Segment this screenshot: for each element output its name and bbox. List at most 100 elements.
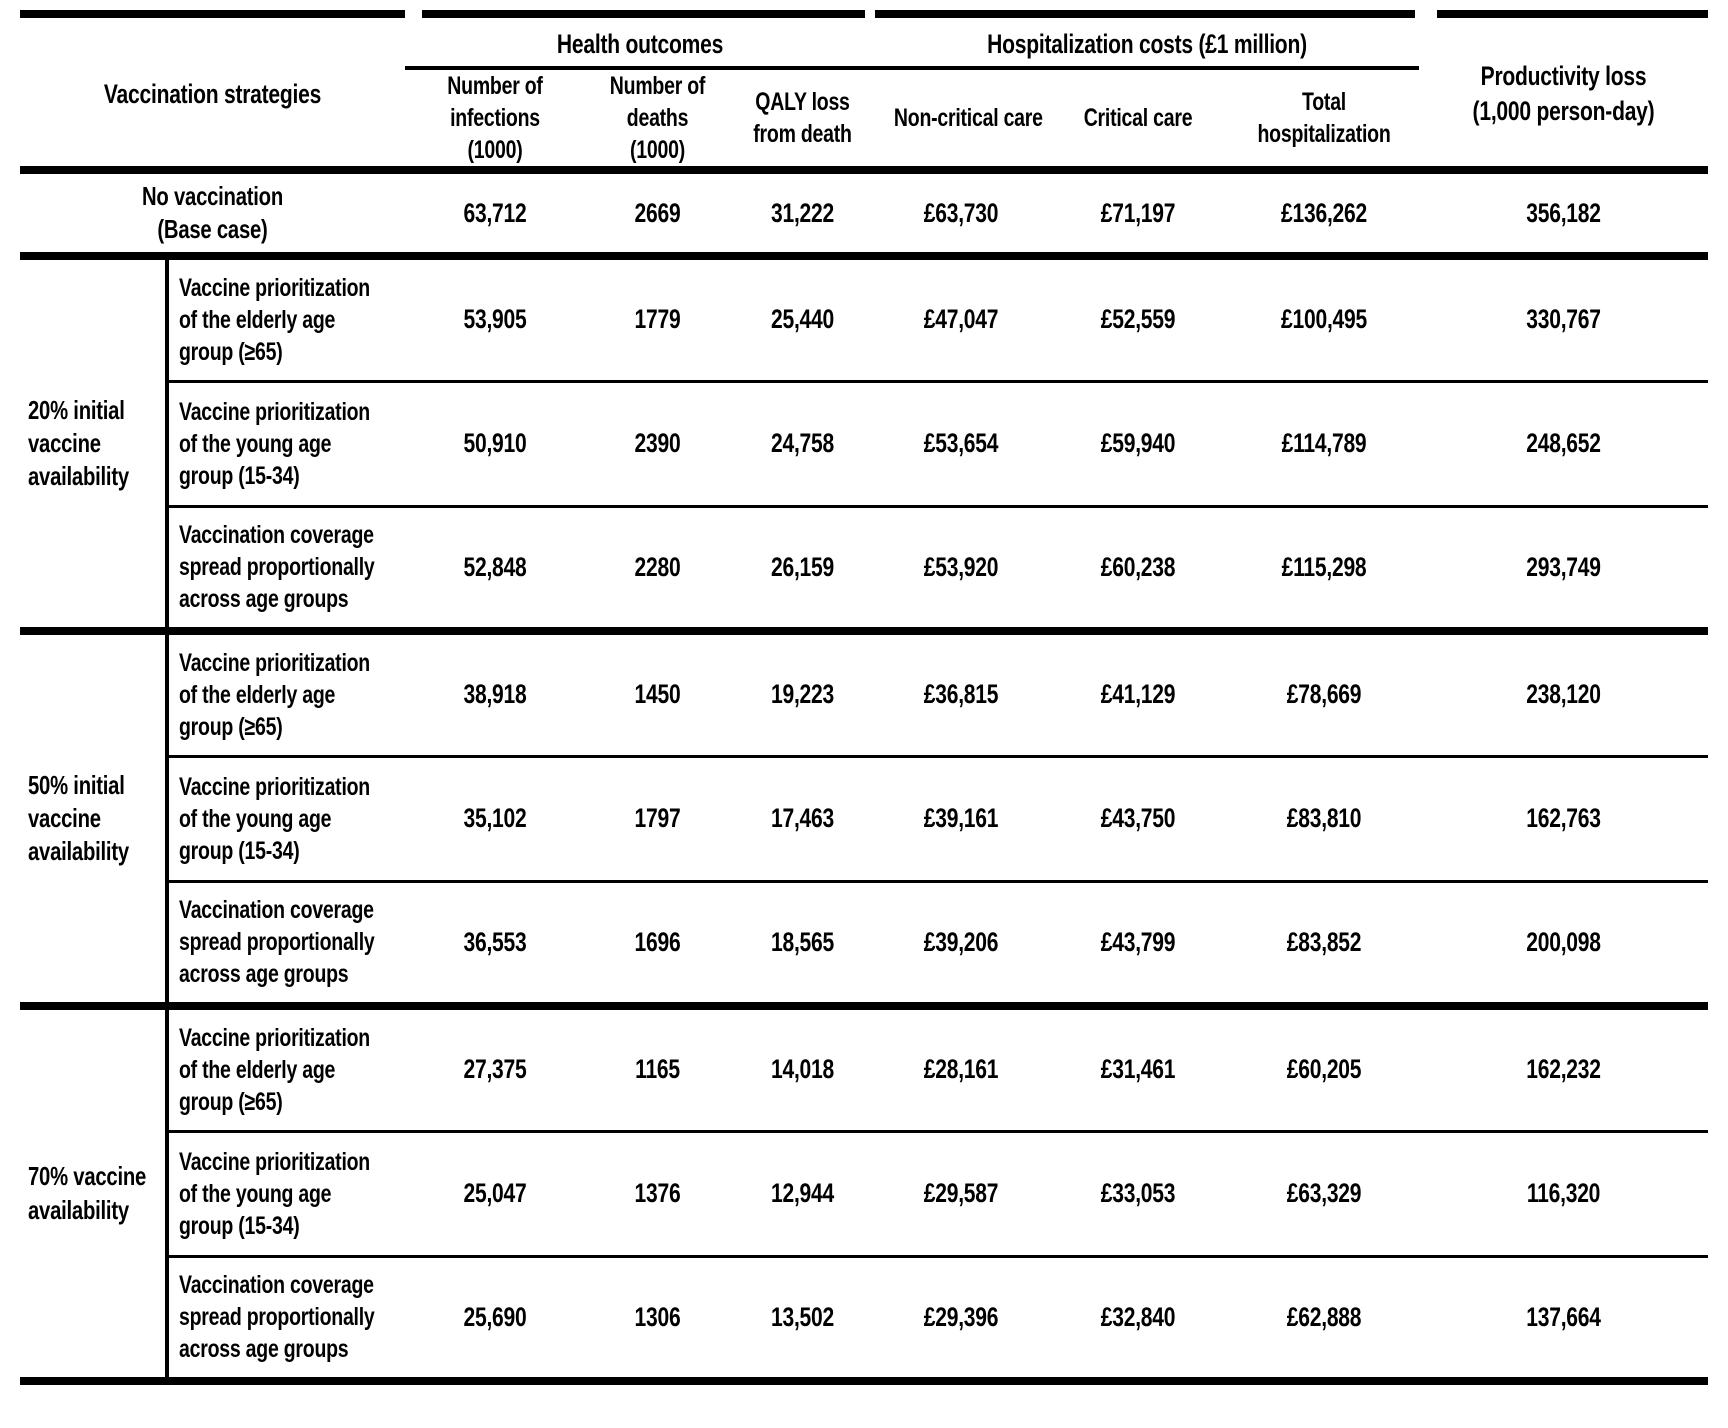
strategy-cell: Vaccine prioritization of the young age …: [167, 756, 405, 883]
cell-noncritical: £47,047: [875, 256, 1047, 383]
table-row: Vaccine prioritization of the young age …: [20, 756, 1709, 883]
cell-text: £43,799: [1100, 926, 1176, 957]
cell-productivity: 116,320: [1419, 1131, 1709, 1258]
cell-total-hosp: £100,495: [1229, 256, 1420, 383]
group-label-50pct: 50% initial vaccine availability: [20, 631, 169, 1010]
strategy-cell: Vaccine prioritization of the elderly ag…: [167, 1006, 405, 1133]
cell-text: 248,652: [1526, 428, 1601, 459]
cell-text: Vaccine prioritization of the elderly ag…: [179, 648, 370, 741]
col-header-deaths: Number of deaths (1000): [585, 68, 730, 174]
col-header-noncritical-care: Non-critical care: [875, 68, 1047, 174]
col-header-productivity-loss: Productivity loss (1,000 person-day): [1419, 10, 1709, 174]
col-header-critical-care: Critical care: [1047, 68, 1229, 174]
header-text: Vaccination strategies: [103, 78, 322, 109]
top-border-segment-strategies: [20, 10, 405, 18]
cell-text: £36,815: [923, 679, 999, 710]
cell-text: £78,669: [1286, 679, 1362, 710]
cell-text: £29,587: [923, 1178, 999, 1209]
cell-text: £114,789: [1281, 428, 1367, 459]
header-text: Hospitalization costs (£1 million): [987, 28, 1307, 59]
cell-text: 200,098: [1526, 926, 1601, 957]
cell-text: 26,159: [770, 551, 835, 582]
cell-text: 1450: [634, 679, 681, 710]
cell-productivity: 293,749: [1419, 506, 1709, 635]
cell-text: Vaccine prioritization of the young age …: [179, 1147, 370, 1240]
strategy-cell: Vaccination coverage spread proportional…: [167, 506, 405, 635]
cell-text: £59,940: [1100, 428, 1176, 459]
cell-qaly: 26,159: [730, 506, 875, 635]
cell-infections: 63,712: [405, 170, 585, 260]
cell-critical: £41,129: [1047, 631, 1229, 758]
cell-qaly: 25,440: [730, 256, 875, 383]
cell-text: 1779: [634, 304, 681, 335]
cell-total-hosp: £83,852: [1229, 881, 1420, 1010]
cell-text: £47,047: [923, 304, 999, 335]
cell-qaly: 18,565: [730, 881, 875, 1010]
cell-text: 293,749: [1526, 551, 1601, 582]
cell-text: 2669: [634, 197, 681, 228]
cell-total-hosp: £60,205: [1229, 1006, 1420, 1133]
header-text: Health outcomes: [556, 28, 724, 59]
cell-text: £60,205: [1286, 1054, 1362, 1085]
cell-text: 1797: [634, 803, 681, 834]
cell-text: Vaccine prioritization of the elderly ag…: [179, 273, 370, 366]
cell-text: £32,840: [1100, 1301, 1176, 1332]
cell-text: £83,810: [1286, 803, 1362, 834]
cell-total-hosp: £114,789: [1229, 381, 1420, 508]
top-border-segment-health-outcomes: [422, 10, 865, 18]
cell-text: £115,298: [1281, 551, 1367, 582]
cell-text: 116,320: [1526, 1178, 1601, 1209]
cell-text: 13,502: [770, 1301, 835, 1332]
cell-qaly: 24,758: [730, 381, 875, 508]
cell-deaths: 2280: [585, 506, 730, 635]
cell-productivity: 137,664: [1419, 1256, 1709, 1385]
cell-productivity: 330,767: [1419, 256, 1709, 383]
header-text: Critical care: [1083, 104, 1193, 132]
cell-qaly: 17,463: [730, 756, 875, 883]
cell-deaths: 1165: [585, 1006, 730, 1133]
col-group-hospitalization-costs: Hospitalization costs (£1 million): [875, 10, 1420, 70]
cell-text: 36,553: [463, 926, 527, 957]
cell-critical: £60,238: [1047, 506, 1229, 635]
cell-infections: 53,905: [405, 256, 585, 383]
cell-deaths: 1696: [585, 881, 730, 1010]
col-group-strategies: Vaccination strategies: [20, 10, 405, 174]
cell-noncritical: £29,396: [875, 1256, 1047, 1385]
cell-text: 356,182: [1526, 197, 1601, 228]
cell-deaths: 1306: [585, 1256, 730, 1385]
col-header-infections: Number of infections (1000): [405, 68, 585, 174]
col-header-total-hospitalization: Total hospitalization: [1229, 68, 1420, 174]
cell-productivity: 248,652: [1419, 381, 1709, 508]
cell-qaly: 14,018: [730, 1006, 875, 1133]
cell-total-hosp: £62,888: [1229, 1256, 1420, 1385]
cell-text: £31,461: [1100, 1054, 1176, 1085]
cell-text: No vaccination (Base case): [142, 180, 283, 244]
cell-text: £39,206: [923, 926, 999, 957]
cell-text: £71,197: [1100, 197, 1176, 228]
cell-text: £29,396: [923, 1301, 999, 1332]
cell-text: Vaccination coverage spread proportional…: [179, 896, 375, 989]
header-text: Total hospitalization: [1257, 88, 1391, 148]
cell-text: £136,262: [1281, 197, 1368, 228]
cell-text: £43,750: [1100, 803, 1176, 834]
cell-critical: £59,940: [1047, 381, 1229, 508]
cell-total-hosp: £63,329: [1229, 1131, 1420, 1258]
cell-text: £28,161: [923, 1054, 999, 1085]
cell-text: 1696: [634, 926, 681, 957]
cell-text: £41,129: [1100, 679, 1176, 710]
cell-text: 38,918: [463, 679, 527, 710]
cell-text: 238,120: [1526, 679, 1601, 710]
cell-noncritical: £36,815: [875, 631, 1047, 758]
table-row: Vaccination coverage spread proportional…: [20, 881, 1709, 1010]
cell-text: 50% initial vaccine availability: [28, 769, 129, 867]
cell-text: 1165: [635, 1054, 680, 1085]
cell-text: £39,161: [923, 803, 999, 834]
cell-text: £100,495: [1281, 304, 1368, 335]
cell-text: £53,920: [923, 551, 999, 582]
cell-noncritical: £53,654: [875, 381, 1047, 508]
strategy-cell: Vaccine prioritization of the young age …: [167, 1131, 405, 1258]
strategy-cell: Vaccination coverage spread proportional…: [167, 1256, 405, 1385]
cell-text: £63,329: [1286, 1178, 1362, 1209]
cell-text: 17,463: [770, 803, 835, 834]
header-text: Productivity loss (1,000 person-day): [1472, 61, 1655, 126]
